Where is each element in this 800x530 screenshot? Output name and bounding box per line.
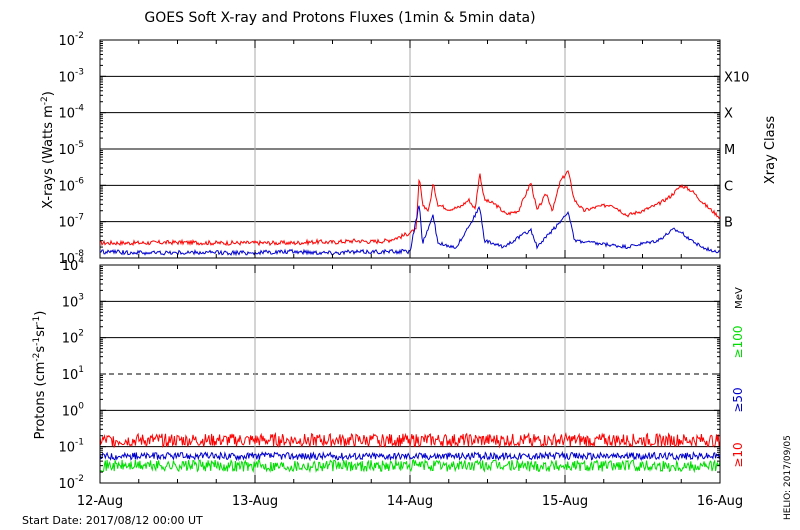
- xray-class-axis-label: Xray Class: [763, 116, 778, 184]
- x-tick-label: 12-Aug: [77, 494, 123, 509]
- start-date-label: Start Date: 2017/08/12 00:00 UT: [22, 514, 203, 527]
- x-tick-label: 16-Aug: [697, 494, 743, 509]
- proton-p50-line: [99, 450, 721, 462]
- proton-energy-label: ≥100: [731, 326, 745, 359]
- xray-class-label-x: X: [724, 107, 733, 122]
- x-axis-ticks: 12-Aug 13-Aug 14-Aug 15-Aug 16-Aug: [77, 40, 743, 509]
- helio-credit: HELIO: 2017/09/05: [783, 435, 793, 520]
- proton-energy-labels: ≥100 ≥50 ≥10: [731, 326, 745, 468]
- xray-class-label-x10: X10: [724, 70, 749, 85]
- xray-class-label-b: B: [724, 216, 733, 231]
- xray-class-labels: X10 X M C B: [724, 70, 749, 230]
- x-tick-label: 15-Aug: [542, 494, 588, 509]
- proton-energy-label: ≥10: [731, 442, 745, 467]
- x-tick-label: 14-Aug: [387, 494, 433, 509]
- xray-class-label-c: C: [724, 179, 733, 194]
- xray-y-axis-label: X-rays (Watts m-2): [40, 91, 56, 209]
- proton-series: [99, 431, 721, 474]
- proton-mev-label: MeV: [734, 287, 745, 309]
- xray-class-label-m: M: [724, 143, 735, 158]
- chart-title: GOES Soft X-ray and Protons Fluxes (1min…: [144, 10, 535, 26]
- proton-p100-line: [99, 458, 721, 474]
- xray-day-lines: [254, 40, 566, 258]
- xray-long-line: [99, 170, 721, 247]
- proton-energy-label: ≥50: [731, 387, 745, 412]
- proton-p10-line: [99, 431, 721, 449]
- x-tick-label: 13-Aug: [232, 494, 278, 509]
- proton-y-axis-label: Protons (cm-2s-1sr-1): [32, 311, 48, 440]
